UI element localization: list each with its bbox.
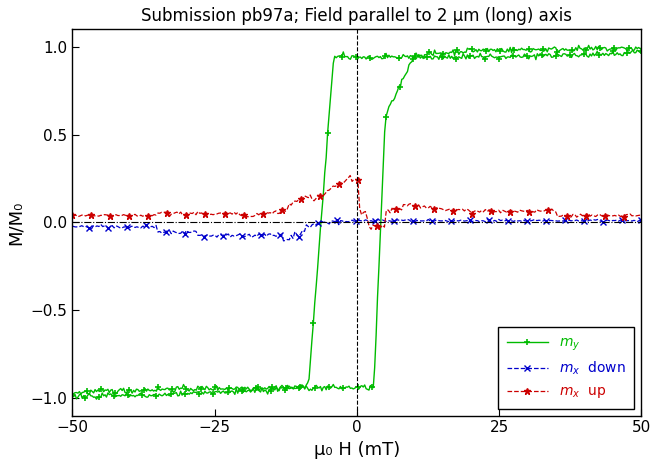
Title: Submission pb97a; Field parallel to 2 μm (long) axis: Submission pb97a; Field parallel to 2 μm… xyxy=(141,7,572,25)
$m_y$ xyxy=(278,383,286,388)
$m_x$  down xyxy=(118,225,126,231)
Line: $m_x$  up: $m_x$ up xyxy=(69,172,645,233)
$m_x$  up xyxy=(68,212,76,218)
$m_x$  up xyxy=(588,212,596,218)
$m_y$ xyxy=(222,390,230,396)
$m_x$  down xyxy=(154,229,162,235)
$m_x$  down xyxy=(297,231,305,237)
$m_x$  down xyxy=(636,218,644,223)
$m_y$ xyxy=(633,48,641,53)
$m_x$  down xyxy=(299,227,307,233)
Legend: $m_y$, $m_x$  down, $m_x$  up: $m_y$, $m_x$ down, $m_x$ up xyxy=(498,327,634,409)
$m_x$  up xyxy=(70,212,78,218)
Line: $m_y$: $m_y$ xyxy=(69,47,645,403)
$m_x$  down xyxy=(287,233,295,238)
$m_x$  up xyxy=(411,203,419,209)
$m_y$ xyxy=(568,55,576,60)
$m_y$ xyxy=(225,390,233,396)
$m_y$ xyxy=(638,48,645,54)
X-axis label: μ₀ H (mT): μ₀ H (mT) xyxy=(314,441,400,459)
$m_y$ xyxy=(93,397,101,402)
$m_x$  down xyxy=(68,223,76,229)
$m_x$  down xyxy=(280,238,288,244)
$m_x$  up xyxy=(420,203,428,209)
$m_x$  up xyxy=(409,204,417,209)
$m_x$  down xyxy=(638,217,645,223)
Y-axis label: M/M₀: M/M₀ xyxy=(7,200,25,245)
$m_x$  up xyxy=(346,173,354,178)
$m_y$ xyxy=(411,54,418,59)
$m_x$  down xyxy=(495,217,503,222)
$m_y$ xyxy=(451,54,459,60)
$m_x$  up xyxy=(552,209,560,215)
$m_x$  up xyxy=(367,226,375,232)
Line: $m_x$  down: $m_x$ down xyxy=(70,217,644,244)
$m_y$ xyxy=(68,392,76,397)
$m_x$  up xyxy=(638,213,645,219)
